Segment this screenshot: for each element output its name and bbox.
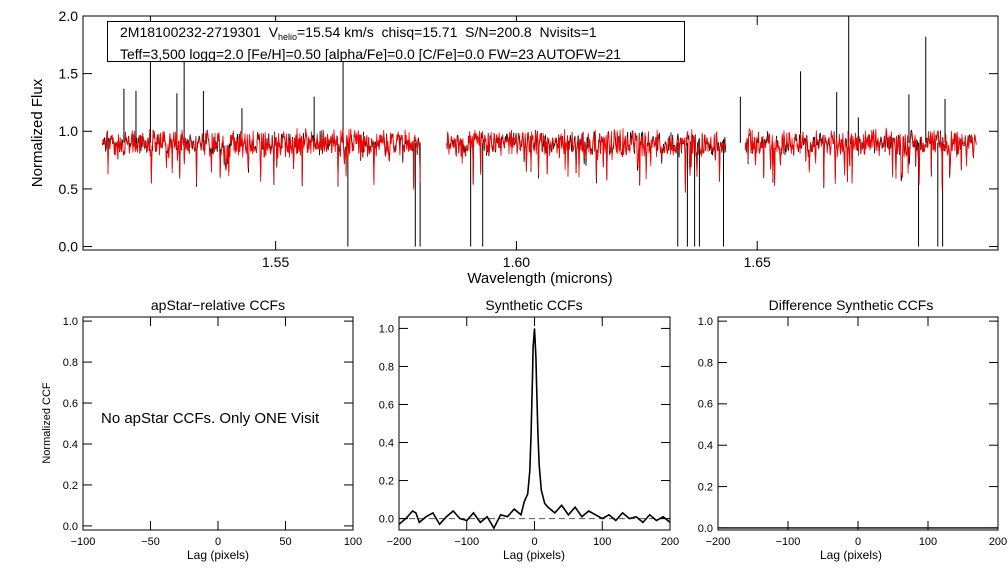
y-tick-label: 0.8 <box>698 357 713 369</box>
x-tick-label: 100 <box>919 536 937 548</box>
y-tick-label: 0.6 <box>63 398 78 410</box>
y-tick-label: 0.8 <box>63 357 78 369</box>
y-tick-label: 1.0 <box>698 316 713 328</box>
y-tick-label: 0.6 <box>698 399 713 411</box>
y-tick-label: 0.6 <box>379 399 394 411</box>
y-tick-label: 1.5 <box>59 66 79 82</box>
vhelio-value: =15.54 km/s <box>297 24 374 40</box>
x-tick-label: −200 <box>387 536 412 548</box>
apstar-ccf-axis-ticks: −100 −50 0 50 100 0.0 0.2 0.4 0.6 0.8 1.0 <box>63 316 362 548</box>
apstar-ccf-panel: −100 −50 0 50 100 0.0 0.2 0.4 0.6 0.8 1.0 apStar−r… <box>41 297 362 562</box>
difference-ccf-axis-ticks: −200 −100 0 100 200 0.0 0.2 0.4 0.6 0.8 1.0 <box>698 316 1007 548</box>
no-ccf-note: No apStar CCFs. Only ONE Visit <box>101 410 320 427</box>
snr-value: S/N=200.8 <box>465 24 532 40</box>
y-tick-label: 0.8 <box>379 361 394 373</box>
y-tick-label: 0.5 <box>59 181 79 197</box>
difference-ccf-title: Difference Synthetic CCFs <box>769 297 934 313</box>
x-tick-label: −100 <box>454 536 479 548</box>
x-tick-label: −100 <box>776 536 801 548</box>
spectrum-x-axis-label: Wavelength (microns) <box>467 270 612 287</box>
y-tick-label: 0.0 <box>379 513 394 525</box>
y-tick-label: 0.0 <box>698 523 713 535</box>
synthetic-ccf-panel: −200 −100 0 100 200 0.0 0.2 0.4 0.6 0.8 1.0 Synthe… <box>379 297 679 562</box>
y-tick-label: 0.0 <box>63 521 78 533</box>
x-tick-label: 1.60 <box>503 254 530 270</box>
difference-ccf-x-axis-label: Lag (pixels) <box>820 548 882 562</box>
y-tick-label: 0.4 <box>63 439 78 451</box>
x-tick-label: 1.65 <box>744 254 771 270</box>
synthetic-ccf-x-axis-label: Lag (pixels) <box>503 548 565 562</box>
x-tick-label: −50 <box>141 536 160 548</box>
synthetic-ccf-axis-ticks: −200 −100 0 100 200 0.0 0.2 0.4 0.6 0.8 1.0 <box>379 317 679 548</box>
x-tick-label: 0 <box>215 536 221 548</box>
observed-spectrum-line <box>101 16 977 247</box>
x-tick-label: 0 <box>855 536 861 548</box>
y-tick-label: 2.0 <box>59 8 79 24</box>
y-tick-label: 1.0 <box>379 323 394 335</box>
x-tick-label: 0 <box>531 536 537 548</box>
y-tick-label: 1.0 <box>63 316 78 328</box>
synthetic-ccf-plot-frame <box>398 316 671 531</box>
synthetic-ccf-title: Synthetic CCFs <box>485 297 582 313</box>
vhelio-label: V <box>268 24 279 40</box>
apstar-ccf-x-axis-label: Lag (pixels) <box>187 548 249 562</box>
spectrum-panel: 1.55 1.60 1.65 0.0 0.5 1.0 1.5 2.0 Wavelength (… <box>29 8 999 287</box>
x-tick-label: 200 <box>661 536 679 548</box>
x-tick-label: −200 <box>706 536 731 548</box>
vhelio-subscript: helio <box>278 32 298 42</box>
spectrum-plot-frame <box>82 15 999 251</box>
star-params-line: Teff=3,500 logg=2.0 [Fe/H]=0.50 [alpha/F… <box>120 46 622 62</box>
y-tick-label: 0.2 <box>698 481 713 493</box>
y-tick-label: 0.0 <box>59 238 79 254</box>
spectrum-y-axis-label: Normalized Flux <box>29 78 46 187</box>
difference-ccf-plot-frame <box>717 316 999 531</box>
apstar-ccf-y-axis-label: Normalized CCF <box>41 382 53 464</box>
x-tick-label: 200 <box>989 536 1007 548</box>
x-tick-label: 100 <box>344 536 362 548</box>
model-spectrum-segment <box>101 128 421 190</box>
y-tick-label: 0.4 <box>379 437 394 449</box>
apstar-ccf-title: apStar−relative CCFs <box>151 297 285 313</box>
star-id: 2M18100232-2719301 <box>120 24 261 40</box>
difference-ccf-panel: −200 −100 0 100 200 0.0 0.2 0.4 0.6 0.8 1.0 Differ… <box>698 297 1007 562</box>
model-spectrum-segment <box>446 128 727 193</box>
y-tick-label: 1.0 <box>59 123 79 139</box>
x-tick-label: −100 <box>71 536 96 548</box>
y-tick-label: 0.4 <box>698 440 713 452</box>
synthetic-ccf-curve <box>398 328 671 530</box>
nvisits-value: Nvisits=1 <box>539 24 597 40</box>
x-tick-label: 50 <box>279 536 291 548</box>
synthetic-ccf-line <box>398 328 671 530</box>
x-tick-label: 1.55 <box>262 254 289 270</box>
y-tick-label: 0.2 <box>63 480 78 492</box>
star-info-box: 2M18100232-2719301 Vhelio=15.54 km/s chi… <box>107 21 685 62</box>
y-tick-label: 0.2 <box>379 475 394 487</box>
star-info-line-1: 2M18100232-2719301 Vhelio=15.54 km/s chi… <box>120 24 684 46</box>
model-spectrum-segment <box>744 127 977 191</box>
spectrum-axis-ticks: 1.55 1.60 1.65 0.0 0.5 1.0 1.5 2.0 <box>59 8 998 270</box>
x-tick-label: 100 <box>593 536 611 548</box>
model-spectrum-line <box>101 127 977 193</box>
chisq-value: chisq=15.71 <box>381 24 458 40</box>
